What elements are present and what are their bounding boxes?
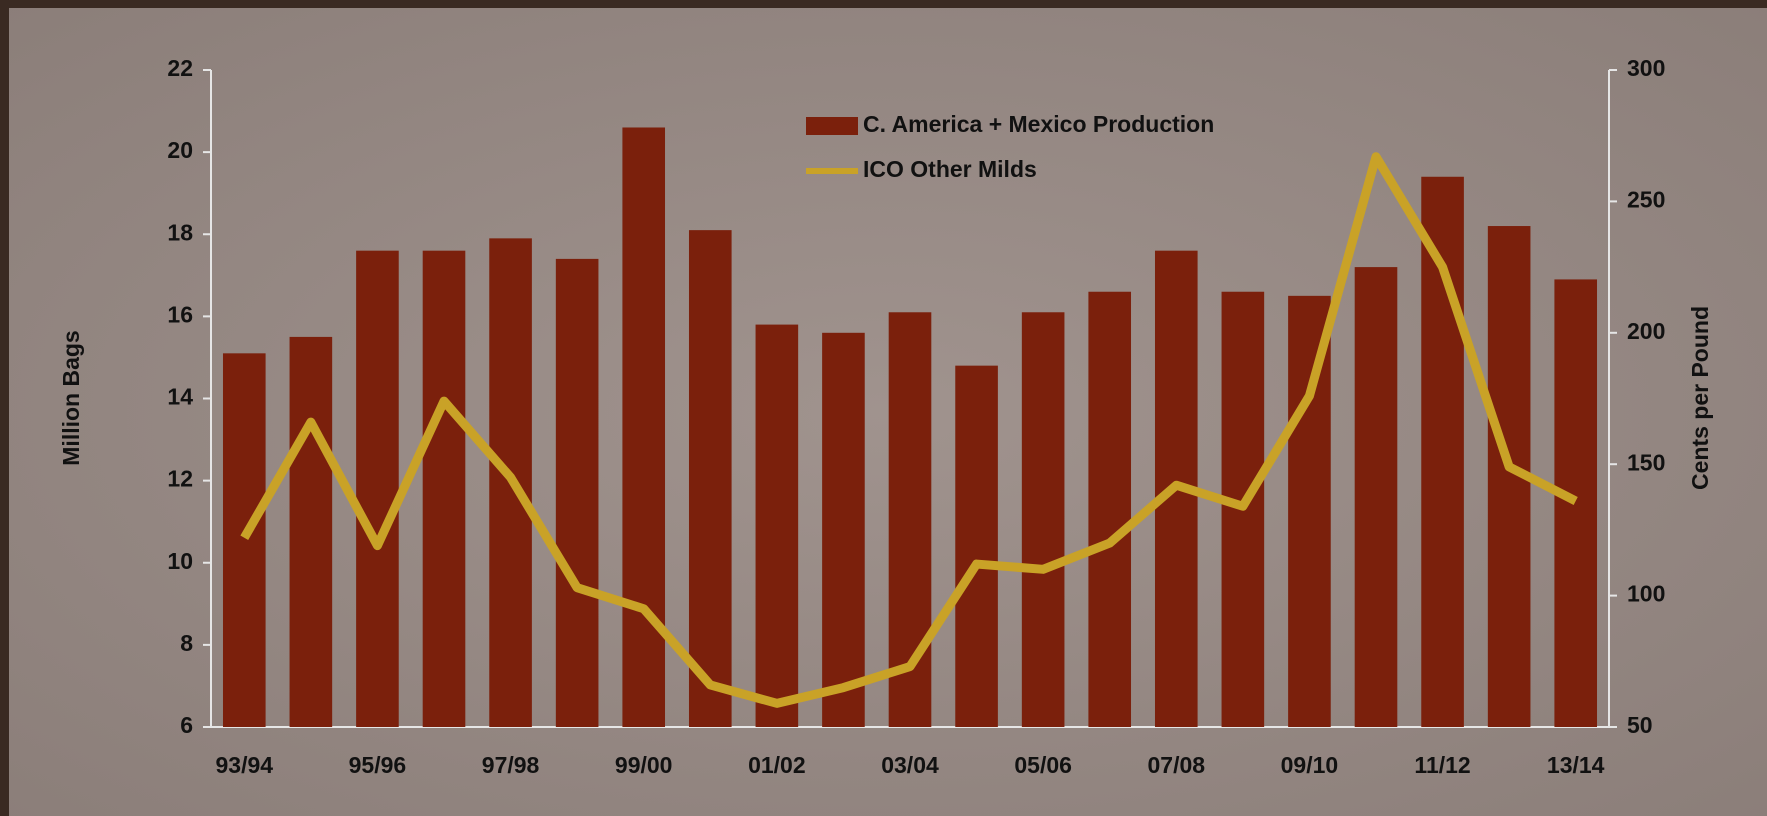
bar [1088,291,1132,727]
y-tick-label: 20 [167,137,193,163]
x-tick-label: 13/14 [1547,752,1605,778]
y-tick-label: 14 [167,384,193,410]
x-tick-label: 97/98 [482,752,540,778]
bar [1021,312,1065,727]
legend-label: ICO Other Milds [863,156,1037,182]
y-tick-label: 16 [167,301,193,327]
bar [1354,267,1398,727]
y2-tick-label: 300 [1627,55,1665,81]
y-axis-title: Million Bags [58,330,84,465]
bar [356,250,399,728]
y-tick-label: 12 [167,466,193,492]
x-tick-label: 09/10 [1281,752,1339,778]
bar [289,336,333,727]
y-tick-label: 18 [167,219,193,245]
x-tick-label: 93/94 [216,752,274,778]
y-tick-label: 6 [180,712,193,738]
x-tick-label: 99/00 [615,752,673,778]
bar [888,312,932,727]
x-tick-label: 05/06 [1014,752,1072,778]
x-tick-label: 07/08 [1148,752,1206,778]
bar [955,365,998,727]
bar [555,258,599,727]
x-tick-label: 95/96 [349,752,407,778]
bar [688,230,732,728]
bar [1554,279,1598,727]
bar [755,324,799,727]
y-tick-label: 8 [180,630,193,656]
bar [822,332,865,727]
x-tick-label: 03/04 [881,752,939,778]
y-tick-label: 10 [167,548,193,574]
y2-tick-label: 250 [1627,186,1665,212]
y2-tick-label: 100 [1627,581,1665,607]
y-tick-label: 22 [167,55,193,81]
y2-tick-label: 50 [1627,712,1653,738]
line [240,152,1578,708]
y2-axis-title: Cents per Pound [1687,306,1713,490]
x-tick-label: 11/12 [1414,752,1470,778]
x-tick-label: 01/02 [748,752,806,778]
bar [422,250,466,728]
bar [622,127,666,728]
bar [222,353,266,727]
legend-label: C. America + Mexico Production [863,111,1214,137]
y2-tick-label: 150 [1627,449,1665,475]
y2-tick-label: 200 [1627,318,1665,344]
bar [1288,295,1331,727]
legend-swatch [806,117,858,135]
